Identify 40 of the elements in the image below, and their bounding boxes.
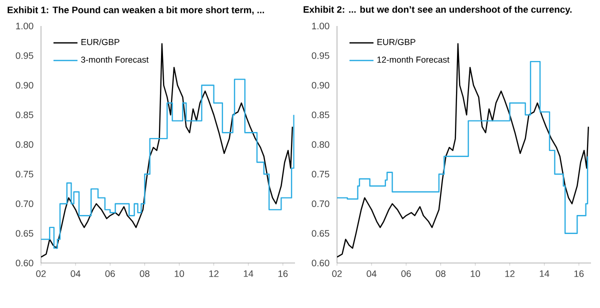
- x-tick-label: 04: [70, 270, 80, 277]
- x-tick-label: 16: [574, 270, 584, 277]
- chart-title: Exhibit 2: ... but we don’t see an undershoot of the currency.: [304, 6, 572, 15]
- y-tick-label: 1.00: [16, 22, 34, 30]
- x-tick-label: 04: [366, 270, 376, 277]
- chart-title: Exhibit 1: The Pound can weaken a bit more short term, ...: [8, 6, 264, 15]
- y-tick-label: 0.75: [312, 170, 330, 178]
- legend-label: EUR/GBP: [81, 38, 120, 46]
- y-tick-label: 0.80: [16, 141, 34, 148]
- y-tick-label: 0.80: [312, 141, 330, 148]
- y-tick-label: 0.85: [16, 112, 34, 118]
- x-tick-label: 06: [401, 270, 411, 277]
- legend-label: 3-month Forecast: [81, 56, 149, 63]
- y-tick-label: 0.70: [312, 200, 330, 208]
- x-tick-label: 02: [332, 270, 342, 277]
- y-tick-label: 0.95: [16, 52, 34, 59]
- y-tick-label: 0.60: [312, 260, 330, 266]
- x-tick-label: 14: [244, 270, 254, 277]
- x-tick-label: 12: [505, 270, 515, 277]
- x-tick-label: 16: [278, 270, 288, 277]
- legend-label: 12-month Forecast: [377, 56, 450, 63]
- y-tick-label: 0.70: [16, 200, 34, 208]
- x-tick-label: 14: [540, 270, 550, 277]
- y-tick-label: 0.60: [16, 260, 34, 266]
- x-tick-label: 02: [36, 270, 46, 277]
- x-tick-label: 08: [140, 270, 150, 277]
- y-tick-label: 1.00: [312, 22, 330, 30]
- y-tick-label: 0.90: [312, 82, 330, 89]
- y-tick-label: 0.65: [16, 230, 34, 237]
- x-tick-label: 12: [209, 270, 219, 277]
- legend-label: EUR/GBP: [377, 38, 416, 46]
- y-tick-label: 0.90: [16, 82, 34, 89]
- y-tick-label: 0.65: [312, 230, 330, 237]
- y-tick-label: 0.85: [312, 112, 330, 118]
- x-tick-label: 06: [105, 270, 115, 277]
- y-tick-label: 0.75: [16, 170, 34, 178]
- x-tick-label: 10: [470, 270, 480, 277]
- x-tick-label: 08: [436, 270, 446, 277]
- x-tick-label: 10: [174, 270, 184, 277]
- y-tick-label: 0.95: [312, 52, 330, 59]
